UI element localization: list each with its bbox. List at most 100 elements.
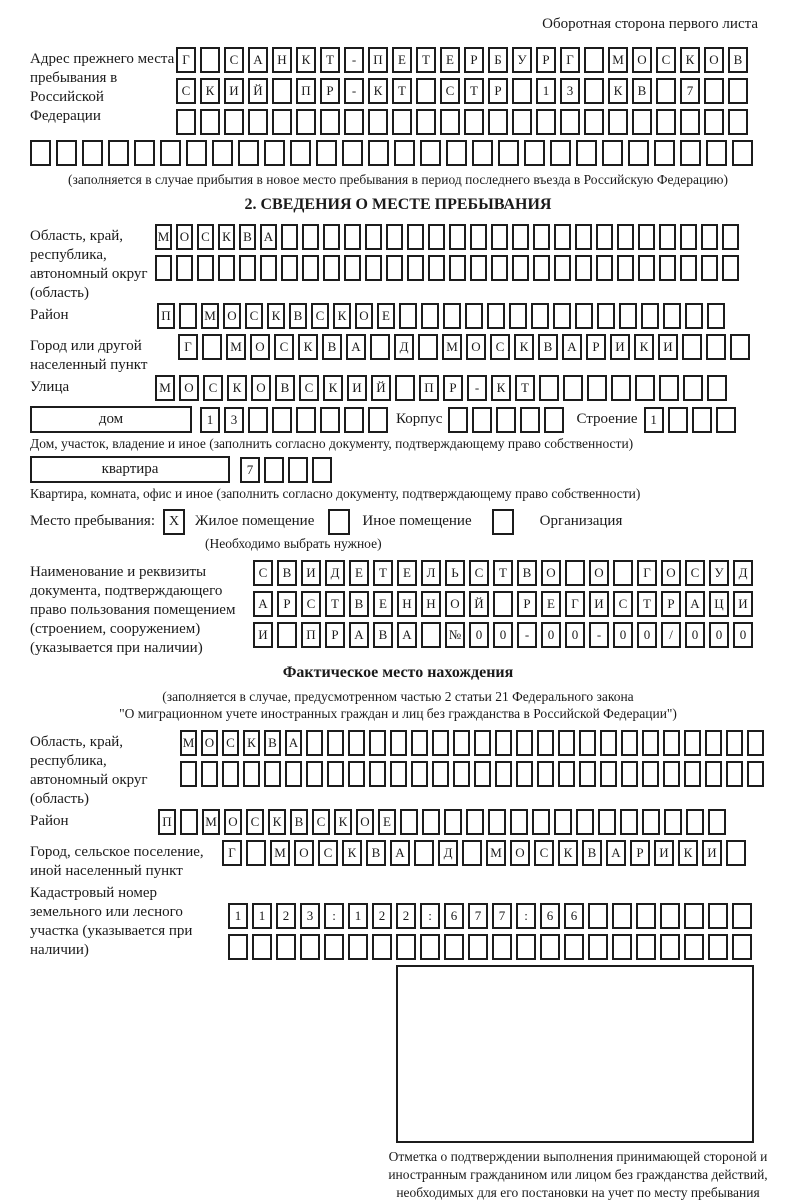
form-cell: [656, 109, 676, 135]
form-cell: [179, 303, 197, 329]
form-cell: [512, 224, 529, 250]
form-cell: [468, 934, 488, 960]
cadastre-row-2[interactable]: [228, 934, 756, 960]
form-cell: [296, 109, 316, 135]
house-type-box[interactable]: дом: [30, 406, 192, 433]
form-cell: [155, 255, 172, 281]
checkbox-organization[interactable]: [491, 508, 514, 535]
checkbox-other-premises[interactable]: [328, 508, 351, 535]
form-cell: О: [176, 224, 193, 250]
form-cell: [224, 109, 244, 135]
prev-address-row-3[interactable]: [176, 109, 752, 135]
form-cell: [726, 730, 743, 756]
apartment-type-box[interactable]: квартира: [30, 456, 230, 483]
form-cell: [509, 303, 527, 329]
form-cell: С: [222, 730, 239, 756]
fact-region-row-2[interactable]: [180, 761, 768, 787]
form-cell: 1: [228, 903, 248, 929]
prev-address-row-4[interactable]: [30, 140, 766, 166]
form-cell: А: [397, 622, 417, 648]
form-cell: П: [296, 78, 316, 104]
form-cell: [390, 730, 407, 756]
actual-location-title: Фактическое место нахождения: [282, 664, 514, 681]
form-cell: [348, 730, 365, 756]
form-cell: [272, 78, 292, 104]
form-cell: [539, 375, 559, 401]
form-cell: [495, 761, 512, 787]
stamp-area: Отметка о подтверждении выполнения прини…: [388, 965, 768, 1202]
form-cell: С: [490, 334, 510, 360]
form-cell: [320, 406, 340, 433]
stay-type-label: Место пребывания:: [30, 513, 155, 529]
form-cell: [290, 140, 311, 166]
form-cell: О: [704, 47, 724, 73]
stay-type-field: Место пребывания: X Жилое помещение Иное…: [30, 508, 766, 535]
document-field: Наименование и реквизиты документа, подт…: [30, 560, 766, 658]
form-cell: В: [239, 224, 256, 250]
apartment-number-row[interactable]: 7: [240, 456, 336, 483]
cadastre-label: Кадастровый номер земельного или лесного…: [30, 885, 193, 958]
document-row-3[interactable]: И П Р А В А № 0 0-0 0-0 0/0 0 0: [253, 622, 757, 648]
form-cell: [701, 224, 718, 250]
form-cell: [348, 761, 365, 787]
form-cell: [180, 761, 197, 787]
form-cell: [732, 934, 752, 960]
form-cell: [531, 303, 549, 329]
form-cell: К: [558, 840, 578, 866]
form-cell: [602, 140, 623, 166]
actual-location-note-2: "О миграционном учете иностранных гражда…: [119, 706, 677, 721]
form-cell: [276, 934, 296, 960]
form-cell: [498, 140, 519, 166]
form-cell: [323, 224, 340, 250]
form-cell: [488, 809, 506, 835]
region-row-2[interactable]: [155, 255, 743, 281]
prev-address-note: (заполняется в случае прибытия в новое м…: [67, 172, 729, 187]
form-cell: [470, 255, 487, 281]
form-cell: [411, 761, 428, 787]
form-cell: К: [608, 78, 628, 104]
form-cell: [680, 140, 701, 166]
form-cell: [422, 809, 440, 835]
form-cell: [708, 809, 726, 835]
form-cell: [550, 140, 571, 166]
form-cell: [621, 730, 638, 756]
form-cell: К: [342, 840, 362, 866]
form-cell: В: [632, 78, 652, 104]
form-cell: [327, 761, 344, 787]
form-cell: 7: [680, 78, 700, 104]
form-cell: [392, 109, 412, 135]
form-cell: [264, 140, 285, 166]
actual-location-note-1: (заполняется в случае, предусмотренном ч…: [162, 689, 634, 704]
form-cell: О: [355, 303, 373, 329]
stroenie-row[interactable]: 1: [643, 406, 740, 433]
form-cell: [324, 934, 344, 960]
korpus-row[interactable]: [448, 406, 568, 433]
form-cell: [722, 255, 739, 281]
checkbox-residential[interactable]: X: [163, 508, 185, 535]
form-cell: 7: [240, 456, 260, 483]
form-cell: [218, 255, 235, 281]
form-cell: [540, 934, 560, 960]
form-cell: К: [514, 334, 534, 360]
form-cell: [432, 730, 449, 756]
form-cell: [636, 934, 656, 960]
form-cell: [682, 334, 702, 360]
form-cell: Д: [394, 334, 414, 360]
form-cell: [554, 809, 572, 835]
form-cell: [491, 255, 508, 281]
